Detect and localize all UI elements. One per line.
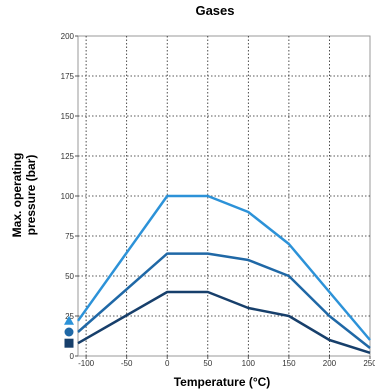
grid-layer [75, 35, 371, 359]
y-tick-label: 200 [61, 32, 75, 41]
y-tick-label: 75 [65, 232, 74, 241]
x-tick-label: -50 [121, 359, 133, 368]
x-tick-label: 150 [282, 359, 296, 368]
square-marker [64, 338, 74, 348]
series-line-2 [77, 252, 371, 349]
x-tick-label: -100 [78, 359, 95, 368]
plot-area [77, 35, 371, 357]
x-tick-label: 100 [242, 359, 256, 368]
y-tick-label: 150 [61, 112, 75, 121]
y-tick-label: 25 [65, 312, 74, 321]
circle-marker [64, 327, 74, 337]
series-markers [64, 315, 74, 348]
x-tick-label: 50 [203, 359, 212, 368]
series-lines [76, 194, 371, 354]
y-tick-label: 175 [61, 72, 75, 81]
y-tick-label: 50 [65, 272, 74, 281]
y-tick-label: 125 [61, 152, 75, 161]
x-tick-label: 0 [165, 359, 170, 368]
y-tick-label: 100 [61, 192, 75, 201]
y-tick-label: 0 [70, 352, 75, 361]
x-axis-title: Temperature (°C) [174, 375, 271, 389]
x-tick-label: 200 [323, 359, 337, 368]
y-axis-title-line-2: pressure (bar) [24, 155, 38, 236]
chart-title: Gases [195, 3, 234, 18]
x-tick-labels: -100 -50 0 50 100 150 200 250 [78, 359, 375, 368]
triangle-marker [64, 315, 74, 325]
series-line-1 [76, 194, 371, 341]
y-tick-labels: 0 25 50 75 100 125 150 175 200 [61, 32, 75, 361]
x-tick-label: 250 [363, 359, 375, 368]
series-line-3 [77, 290, 371, 354]
y-axis-title-line-1: Max. operating [10, 153, 24, 238]
